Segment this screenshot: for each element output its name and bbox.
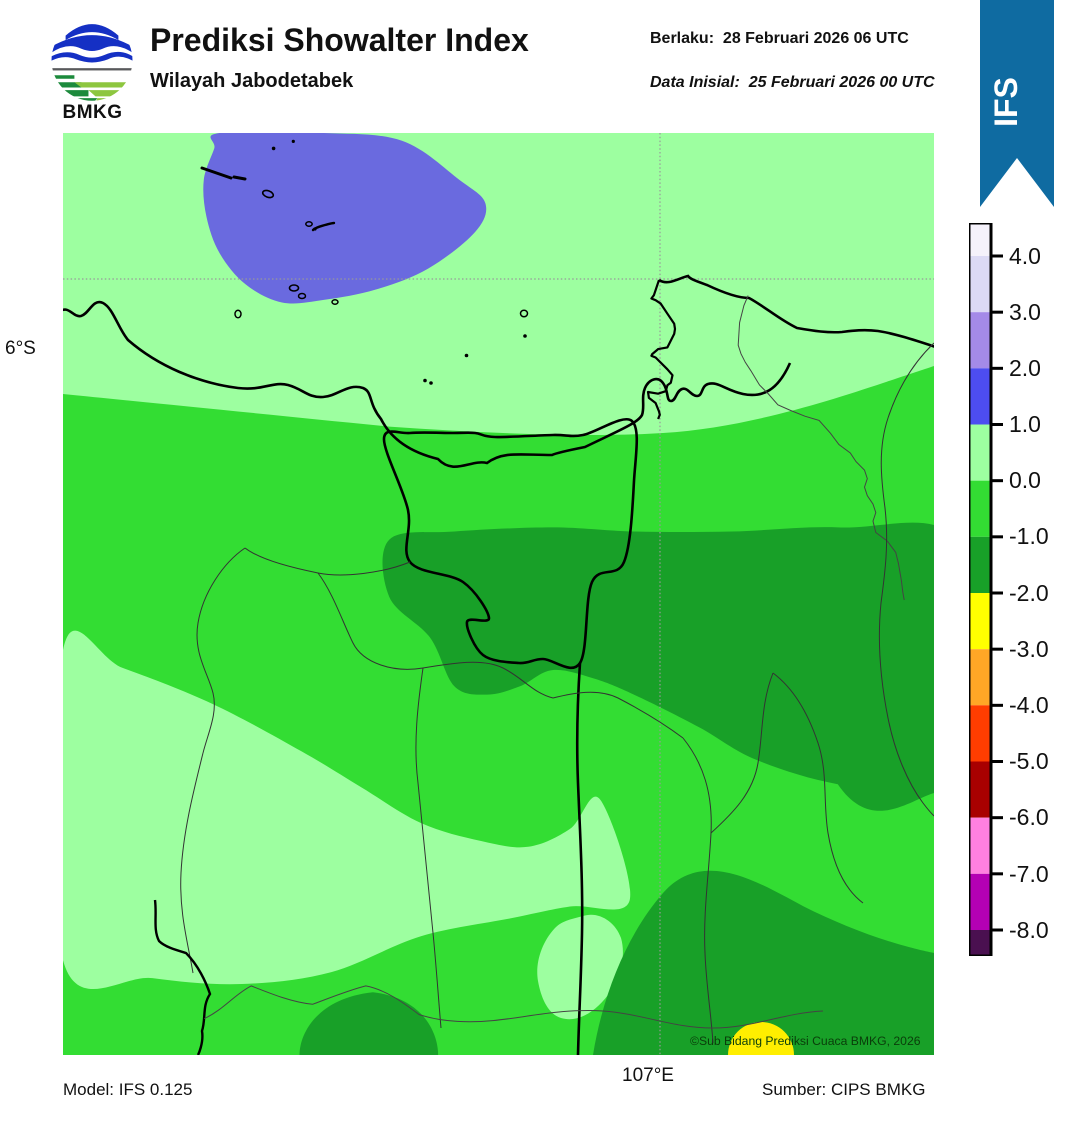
- svg-text:IFS: IFS: [988, 77, 1024, 127]
- svg-text:-1.0: -1.0: [1009, 523, 1049, 549]
- svg-text:4.0: 4.0: [1009, 243, 1041, 269]
- svg-text:-2.0: -2.0: [1009, 580, 1049, 606]
- svg-text:-3.0: -3.0: [1009, 636, 1049, 662]
- svg-text:3.0: 3.0: [1009, 299, 1041, 325]
- svg-text:©Sub Bidang Prediksi Cuaca BMK: ©Sub Bidang Prediksi Cuaca BMKG, 2026: [690, 1034, 921, 1048]
- svg-text:2.0: 2.0: [1009, 355, 1041, 381]
- svg-text:0.0: 0.0: [1009, 467, 1041, 493]
- svg-text:1.0: 1.0: [1009, 411, 1041, 437]
- svg-text:-6.0: -6.0: [1009, 804, 1049, 830]
- svg-text:-8.0: -8.0: [1009, 917, 1049, 943]
- svg-text:-5.0: -5.0: [1009, 748, 1049, 774]
- svg-text:-4.0: -4.0: [1009, 692, 1049, 718]
- svg-text:-7.0: -7.0: [1009, 861, 1049, 887]
